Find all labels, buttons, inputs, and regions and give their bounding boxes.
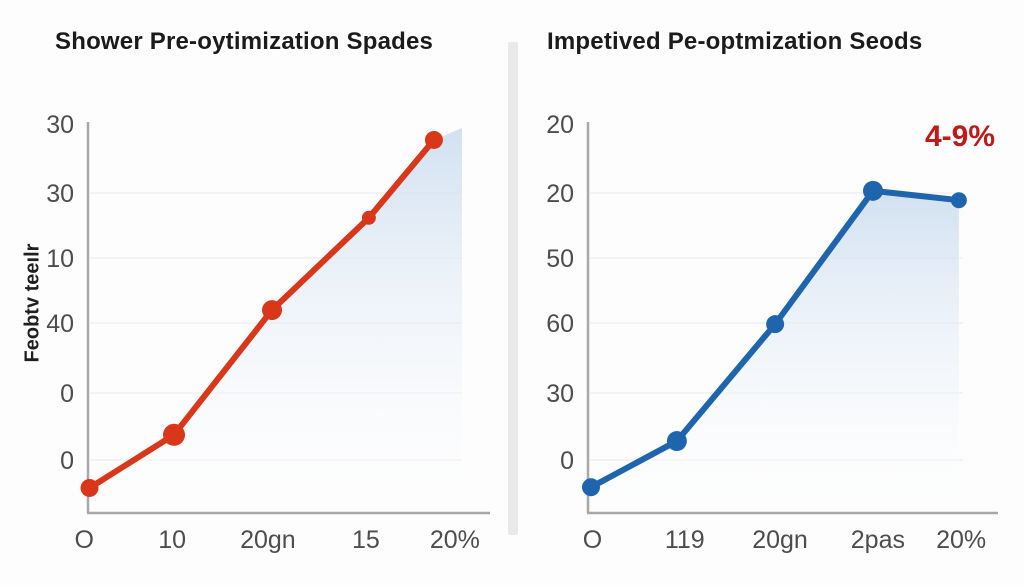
left-chart-title: Shower Pre-oytimization Spades bbox=[55, 28, 434, 55]
x-tick-label: 10 bbox=[158, 526, 186, 554]
improvement-annotation: 4-9% bbox=[924, 120, 995, 153]
area-fill bbox=[591, 190, 959, 514]
y-tick-label: 40 bbox=[46, 310, 74, 338]
y-tick-label: 20 bbox=[546, 111, 574, 139]
data-point-marker bbox=[80, 478, 99, 497]
chart-panel-right: 20 20 50 60 30 0 O 119 20gn 2pas 20% bbox=[546, 111, 998, 554]
x-tick-label: 119 bbox=[665, 526, 705, 554]
y-tick-label: 10 bbox=[46, 245, 74, 273]
y-tick-label: 60 bbox=[546, 310, 574, 338]
x-tick-label: 20% bbox=[430, 526, 480, 554]
panel-divider bbox=[508, 42, 518, 535]
y-tick-label: 0 bbox=[560, 447, 574, 475]
data-point-marker bbox=[361, 210, 376, 225]
data-point-marker bbox=[163, 423, 186, 446]
data-point-marker bbox=[950, 192, 967, 209]
y-tick-label: 0 bbox=[60, 447, 74, 475]
x-tick-label: 15 bbox=[352, 526, 380, 554]
data-point-marker bbox=[262, 300, 283, 321]
y-tick-label: 0 bbox=[60, 380, 74, 408]
x-tick-label: O bbox=[583, 526, 602, 554]
data-point-marker bbox=[666, 431, 687, 452]
data-point-marker bbox=[582, 478, 600, 497]
x-tick-label: O bbox=[75, 526, 94, 554]
y-tick-label: 30 bbox=[46, 111, 74, 139]
x-tick-label: 2pas bbox=[851, 526, 905, 554]
right-chart-title: Impetived Pe-optmization Seods bbox=[547, 28, 923, 55]
y-tick-label: 50 bbox=[546, 245, 574, 273]
data-point-marker bbox=[424, 130, 443, 149]
x-tick-label: 20gn bbox=[240, 526, 296, 554]
y-tick-label: 30 bbox=[46, 180, 74, 208]
x-tick-label: 20gn bbox=[752, 526, 808, 554]
data-point-marker bbox=[766, 315, 785, 334]
chart-panel-left: 30 30 10 40 0 0 O 10 20gn 15 20% bbox=[46, 111, 490, 554]
data-point-marker bbox=[863, 180, 883, 201]
y-tick-label: 20 bbox=[546, 180, 574, 208]
y-tick-label: 30 bbox=[546, 380, 574, 408]
x-tick-label: 20% bbox=[936, 526, 986, 554]
